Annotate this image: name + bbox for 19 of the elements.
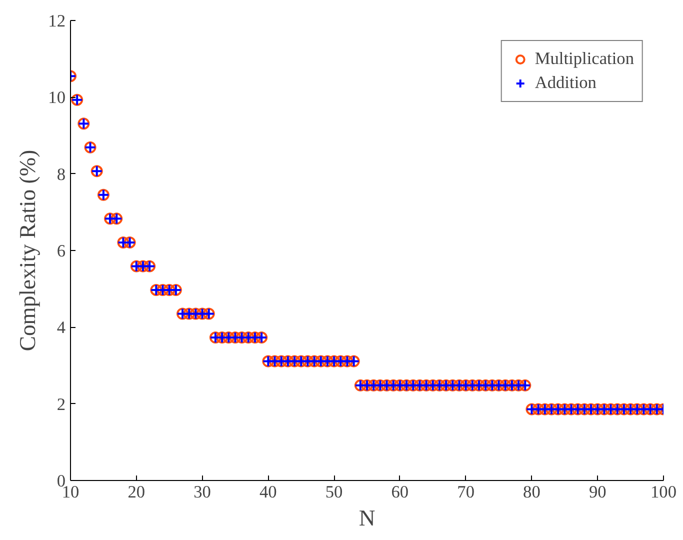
x-tick-label: 50 bbox=[325, 482, 343, 502]
y-tick-label: 8 bbox=[56, 164, 66, 184]
x-tick-label: 20 bbox=[128, 482, 146, 502]
x-tick-label: 60 bbox=[391, 482, 409, 502]
x-tick-label: 80 bbox=[523, 482, 540, 502]
x-axis-title: N bbox=[358, 506, 376, 530]
y-tick-label: 10 bbox=[48, 88, 66, 108]
x-tick-label: 30 bbox=[194, 482, 211, 502]
y-axis-title: Complexity Ratio (%) bbox=[15, 150, 40, 352]
x-tick-label: 100 bbox=[650, 482, 677, 502]
y-tick-label: 4 bbox=[56, 318, 66, 338]
x-tick-label: 70 bbox=[457, 482, 474, 502]
y-tick-label: 12 bbox=[48, 12, 66, 30]
legend-label: Multiplication bbox=[534, 49, 634, 69]
legend-label: Addition bbox=[534, 73, 596, 93]
x-tick-label: 90 bbox=[588, 482, 606, 502]
y-tick-label: 2 bbox=[56, 394, 66, 414]
y-tick-label: 6 bbox=[56, 242, 66, 260]
x-tick-label: 40 bbox=[260, 482, 277, 502]
